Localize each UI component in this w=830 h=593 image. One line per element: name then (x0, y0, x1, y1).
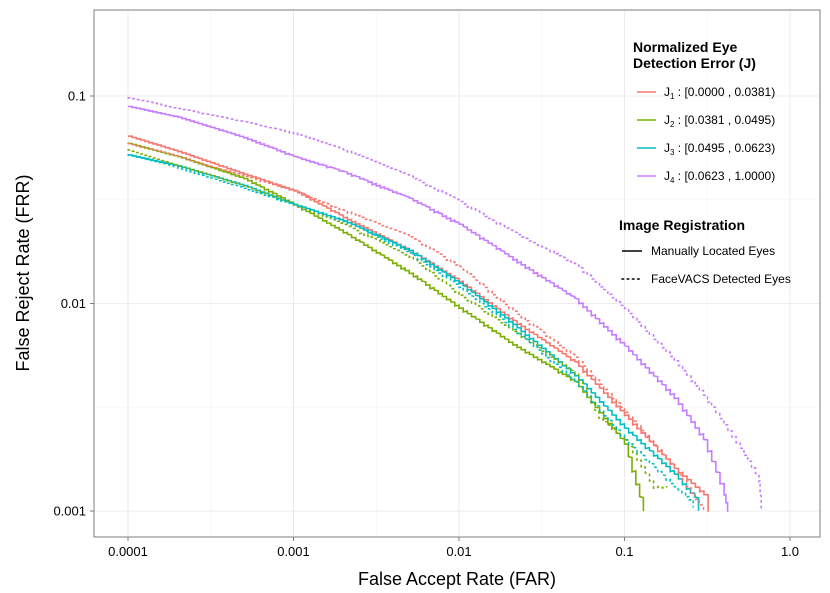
legend-label-solid: Manually Located Eyes (651, 244, 775, 258)
x-tick-label: 0.01 (446, 544, 471, 559)
y-tick-label: 0.1 (68, 89, 86, 104)
series-line-j2-manual (128, 142, 645, 512)
series-line-j3-manual (128, 154, 700, 511)
legend-label-j1: J1 : [0.0000 , 0.0381) (664, 85, 775, 101)
legend-label-j4: J4 : [0.0623 , 1.0000) (664, 169, 775, 185)
legend-title-registration: Image Registration (619, 217, 745, 233)
series-line-j2-facevacs (127, 149, 668, 490)
x-tick-label: 0.0001 (108, 544, 148, 559)
plot-panel (94, 10, 820, 537)
legend-label-j2: J2 : [0.0381 , 0.0495) (664, 113, 775, 129)
x-tick-label: 1.0 (781, 544, 799, 559)
x-tick-label: 0.1 (615, 544, 633, 559)
y-axis-title: False Reject Rate (FRR) (13, 174, 33, 371)
x-axis-title: False Accept Rate (FAR) (358, 569, 556, 589)
legend-label-dotted: FaceVACS Detected Eyes (651, 272, 791, 286)
legend-label-j3: J3 : [0.0495 , 0.0623) (664, 141, 775, 157)
x-tick-label: 0.001 (277, 544, 310, 559)
series-line-j1-facevacs (127, 142, 705, 512)
series-line-j4-manual (128, 105, 729, 512)
y-tick-label: 0.001 (53, 504, 86, 519)
series-line-j4-facevacs (127, 97, 762, 511)
series-layer (127, 97, 762, 512)
legend-title: Detection Error (J) (633, 55, 756, 71)
axis-ticks: 0.0001 0.001 0.01 0.1 1.0 0.001 0.01 0.1 (53, 89, 799, 560)
grid (94, 10, 820, 537)
legend-title: Normalized Eye (633, 39, 737, 55)
plot-border (93, 9, 821, 538)
series-line-j3-facevacs (127, 154, 694, 511)
y-tick-label: 0.01 (61, 296, 86, 311)
